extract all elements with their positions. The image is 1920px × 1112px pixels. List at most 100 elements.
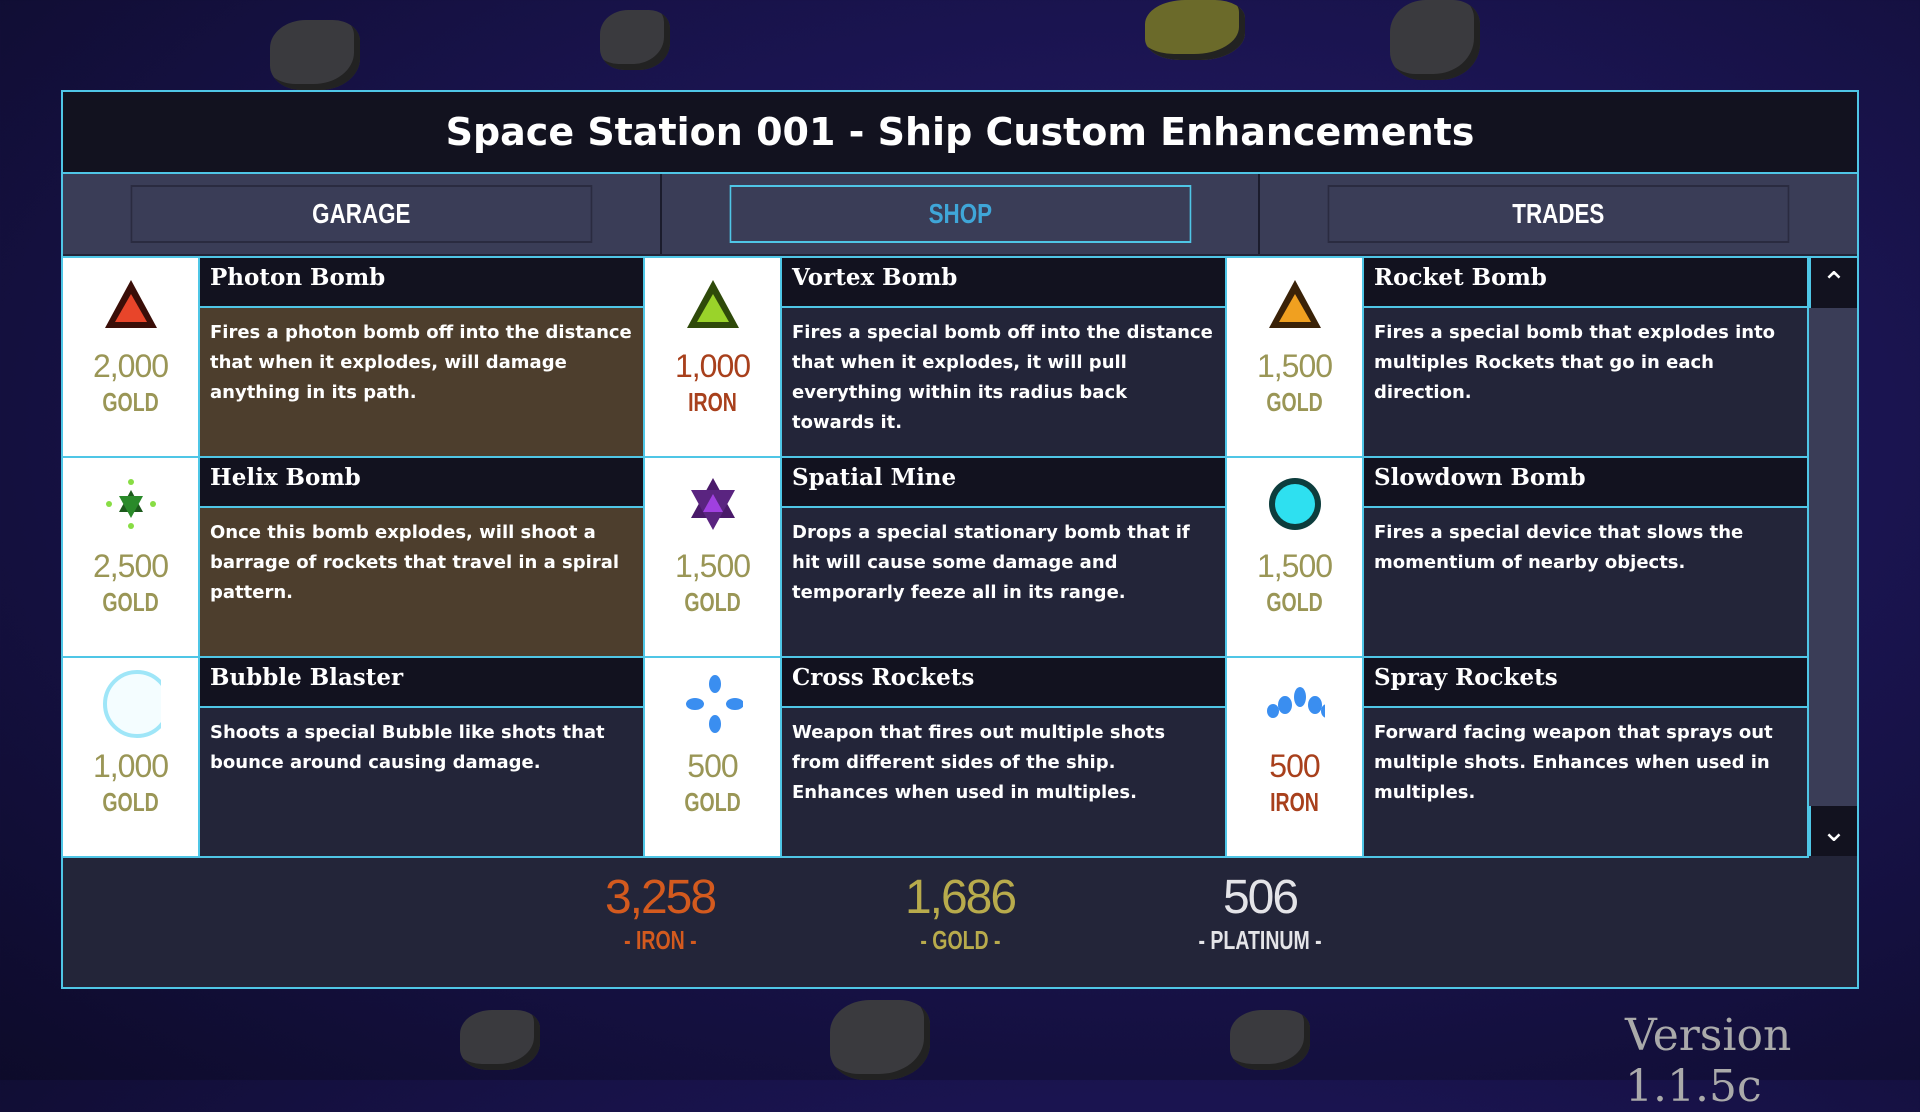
shop-item-helix-bomb[interactable]: 2,500 GOLD Helix Bomb Once this bomb exp…	[63, 458, 645, 658]
item-description: Forward facing weapon that sprays out mu…	[1364, 708, 1807, 856]
green-triangle-bomb-icon	[683, 274, 743, 334]
item-currency: GOLD	[684, 787, 741, 817]
item-icon-cell: 2,000 GOLD	[63, 258, 200, 456]
chevron-up-icon[interactable]: ⌃	[1809, 258, 1857, 308]
tab-garage[interactable]: GARAGE	[130, 185, 593, 243]
shop-item-cross-rockets[interactable]: 500 GOLD Cross Rockets Weapon that fires…	[645, 658, 1227, 858]
shop-panel: Space Station 001 - Ship Custom Enhancem…	[61, 90, 1859, 989]
item-name: Vortex Bomb	[782, 258, 1225, 308]
bubble-icon	[101, 670, 161, 738]
item-name: Helix Bomb	[200, 458, 643, 508]
platinum-label: - PLATINUM -	[1198, 925, 1322, 955]
item-currency: GOLD	[102, 787, 159, 817]
shop-item-spray-rockets[interactable]: 500 IRON Spray Rockets Forward facing we…	[1227, 658, 1809, 858]
shop-item-grid: 2,000 GOLD Photon Bomb Fires a photon bo…	[63, 256, 1809, 858]
item-name: Slowdown Bomb	[1364, 458, 1807, 508]
iron-amount: 3,258	[604, 871, 717, 924]
asteroid	[830, 1000, 930, 1080]
item-price: 1,500	[1256, 348, 1333, 384]
gold-label: - GOLD -	[919, 925, 1001, 955]
shop-item-vortex-bomb[interactable]: 1,000 IRON Vortex Bomb Fires a special b…	[645, 258, 1227, 458]
spray-rockets-icon	[1265, 674, 1325, 734]
item-details: Vortex Bomb Fires a special bomb off int…	[782, 258, 1225, 456]
item-description: Fires a special device that slows the mo…	[1364, 508, 1807, 656]
item-details: Spray Rockets Forward facing weapon that…	[1364, 658, 1807, 856]
item-name: Rocket Bomb	[1364, 258, 1807, 308]
asteroid	[1390, 0, 1480, 80]
item-icon-cell: 1,000 IRON	[645, 258, 782, 456]
shop-item-slowdown-bomb[interactable]: 1,500 GOLD Slowdown Bomb Fires a special…	[1227, 458, 1809, 658]
shop-item-rocket-bomb[interactable]: 1,500 GOLD Rocket Bomb Fires a special b…	[1227, 258, 1809, 458]
asteroid	[1230, 1010, 1310, 1070]
asteroid	[460, 1010, 540, 1070]
resource-totals: 3,258 - IRON - 1,686 - GOLD - 506 - PLAT…	[63, 856, 1857, 987]
item-icon-cell: 1,500 GOLD	[1227, 458, 1364, 656]
item-price: 2,000	[92, 348, 169, 384]
item-name: Bubble Blaster	[200, 658, 643, 708]
item-description: Weapon that fires out multiple shots fro…	[782, 708, 1225, 856]
tab-trades[interactable]: TRADES	[1328, 185, 1790, 243]
shop-item-spatial-mine[interactable]: 1,500 GOLD Spatial Mine Drops a special …	[645, 458, 1227, 658]
item-icon-cell: 500 GOLD	[645, 658, 782, 856]
item-icon-cell: 1,500 GOLD	[645, 458, 782, 656]
asteroid	[1145, 0, 1245, 60]
item-currency: GOLD	[684, 587, 741, 617]
item-details: Spatial Mine Drops a special stationary …	[782, 458, 1225, 656]
tab-bar: GARAGE SHOP TRADES	[63, 174, 1857, 254]
item-name: Cross Rockets	[782, 658, 1225, 708]
item-price: 1,500	[1256, 548, 1333, 584]
item-price: 500	[687, 748, 738, 784]
item-price: 500	[1269, 748, 1320, 784]
item-description: Fires a special bomb off into the distan…	[782, 308, 1225, 456]
item-icon-cell: 500 IRON	[1227, 658, 1364, 856]
scrollbar[interactable]: ⌃ ⌄	[1809, 256, 1857, 856]
item-currency: GOLD	[102, 587, 159, 617]
item-details: Rocket Bomb Fires a special bomb that ex…	[1364, 258, 1807, 456]
purple-star-mine-icon	[683, 474, 743, 534]
item-description: Shoots a special Bubble like shots that …	[200, 708, 643, 856]
resource-gold: 1,686 - GOLD -	[870, 856, 1050, 987]
chevron-down-icon[interactable]: ⌄	[1809, 806, 1857, 856]
platinum-amount: 506	[1222, 871, 1299, 924]
item-name: Photon Bomb	[200, 258, 643, 308]
item-currency: GOLD	[1266, 387, 1323, 417]
item-description: Fires a photon bomb off into the distanc…	[200, 308, 643, 456]
resource-platinum: 506 - PLATINUM -	[1170, 856, 1350, 987]
item-description: Fires a special bomb that explodes into …	[1364, 308, 1807, 456]
item-icon-cell: 1,500 GOLD	[1227, 258, 1364, 456]
item-icon-cell: 2,500 GOLD	[63, 458, 200, 656]
item-currency: GOLD	[102, 387, 159, 417]
item-details: Cross Rockets Weapon that fires out mult…	[782, 658, 1225, 856]
version-label: Version 1.1.5c	[1625, 1010, 1792, 1112]
item-price: 1,000	[674, 348, 751, 384]
item-description: Drops a special stationary bomb that if …	[782, 508, 1225, 656]
item-icon-cell: 1,000 GOLD	[63, 658, 200, 856]
asteroid	[600, 10, 670, 70]
asteroid	[270, 20, 360, 90]
item-details: Bubble Blaster Shoots a special Bubble l…	[200, 658, 643, 856]
page-title: Space Station 001 - Ship Custom Enhancem…	[63, 92, 1857, 174]
item-currency: GOLD	[1266, 587, 1323, 617]
item-currency: IRON	[688, 387, 737, 417]
resource-iron: 3,258 - IRON -	[570, 856, 750, 987]
item-details: Photon Bomb Fires a photon bomb off into…	[200, 258, 643, 456]
tab-shop[interactable]: SHOP	[729, 185, 1191, 243]
item-price: 1,000	[92, 748, 169, 784]
red-triangle-bomb-icon	[101, 274, 161, 334]
shop-item-photon-bomb[interactable]: 2,000 GOLD Photon Bomb Fires a photon bo…	[63, 258, 645, 458]
gold-amount: 1,686	[904, 871, 1017, 924]
green-star-bomb-icon	[101, 474, 161, 534]
orange-triangle-bomb-icon	[1265, 274, 1325, 334]
item-description: Once this bomb explodes, will shoot a ba…	[200, 508, 643, 656]
item-name: Spray Rockets	[1364, 658, 1807, 708]
shop-item-bubble-blaster[interactable]: 1,000 GOLD Bubble Blaster Shoots a speci…	[63, 658, 645, 858]
item-details: Slowdown Bomb Fires a special device tha…	[1364, 458, 1807, 656]
item-currency: IRON	[1270, 787, 1319, 817]
item-name: Spatial Mine	[782, 458, 1225, 508]
item-price: 1,500	[674, 548, 751, 584]
cyan-orb-icon	[1265, 474, 1325, 534]
item-details: Helix Bomb Once this bomb explodes, will…	[200, 458, 643, 656]
cross-rockets-icon	[683, 674, 743, 734]
iron-label: - IRON -	[623, 925, 697, 955]
item-price: 2,500	[92, 548, 169, 584]
